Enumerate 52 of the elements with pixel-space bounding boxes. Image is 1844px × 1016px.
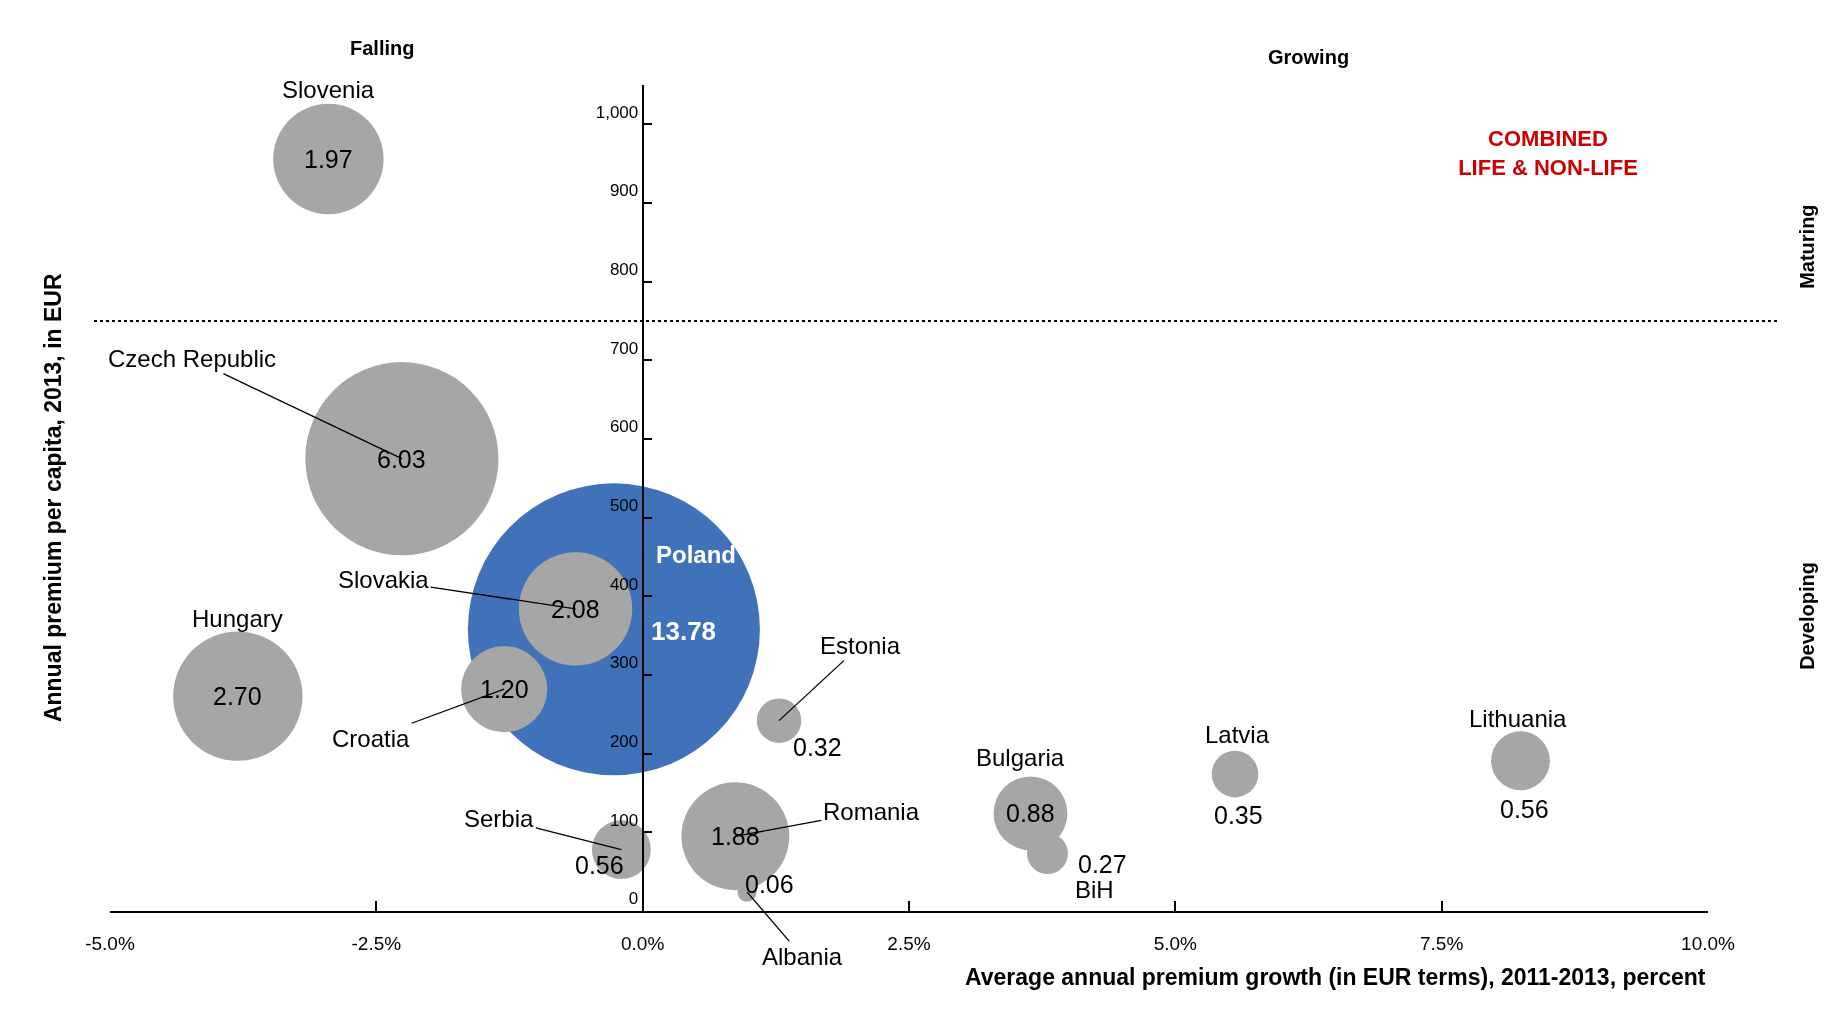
text: Falling <box>350 37 415 59</box>
series-label: Lithuania <box>1469 705 1568 732</box>
y-axis-title: Annual premium per capita, 2013, in EUR <box>40 273 67 723</box>
x-tick-label: 2.5% <box>887 932 931 954</box>
series-label: Poland <box>656 541 737 568</box>
x-tick-label: 7.5% <box>1420 932 1464 954</box>
text: Developing <box>1795 562 1818 670</box>
y-tick-label: 300 <box>609 653 639 673</box>
x-tick-label: 5.0% <box>1153 932 1198 954</box>
text: Slovakia <box>338 566 430 593</box>
data-label: 13.78 <box>651 616 717 646</box>
text: Growing <box>1268 46 1350 68</box>
data-label: 0.56 <box>1500 795 1549 823</box>
y-tick-label: 200 <box>609 731 639 751</box>
data-label: 6.03 <box>377 445 426 473</box>
x-tick-label: 0.0% <box>621 932 665 954</box>
data-label: 1.20 <box>480 675 529 703</box>
series-label: Bulgaria <box>976 744 1065 771</box>
x-tick-label: -2.5% <box>351 932 402 954</box>
data-label: 0.06 <box>745 870 794 898</box>
y-tick-label: 800 <box>609 259 639 279</box>
data-label: 0.56 <box>575 851 624 879</box>
data-label: 0.88 <box>1006 799 1055 827</box>
data-label: 0.27 <box>1078 850 1127 878</box>
data-label: 0.35 <box>1214 801 1263 829</box>
y-tick-label: 500 <box>609 495 639 515</box>
annotation: COMBINED LIFE & NON-LIFE <box>1458 126 1638 180</box>
series-label: Hungary <box>192 605 283 632</box>
series-label: Albania <box>762 943 843 970</box>
data-label: 2.70 <box>213 682 262 710</box>
data-label: 1.97 <box>304 145 353 173</box>
data-label: 0.32 <box>793 733 842 761</box>
y-tick-label: 700 <box>609 338 639 358</box>
y-tick-label: 900 <box>609 181 639 201</box>
series-label: Latvia <box>1205 721 1270 748</box>
y-tick-label: 0 <box>628 889 639 909</box>
y-tick-label: 100 <box>609 810 639 830</box>
series-label: BiH <box>1075 876 1114 903</box>
data-label: 2.08 <box>551 595 600 623</box>
x-axis-title: Average annual premium growth (in EUR terms), 2011-2013, percent <box>965 964 1706 990</box>
text: Maturing <box>1795 204 1818 289</box>
y-tick-label: 1,000 <box>595 102 639 122</box>
data-label: 1.88 <box>711 822 760 850</box>
y-tick-label: 600 <box>609 417 639 437</box>
series-label: Romania <box>823 798 920 825</box>
text: Estonia <box>820 632 901 659</box>
text: Serbia <box>464 805 535 832</box>
text: Croatia <box>332 725 411 752</box>
series-label: Slovenia <box>282 76 375 103</box>
text: Czech Republic <box>108 345 277 372</box>
x-tick-label: 10.0% <box>1681 932 1736 954</box>
x-tick-label: -5.0% <box>85 932 135 954</box>
